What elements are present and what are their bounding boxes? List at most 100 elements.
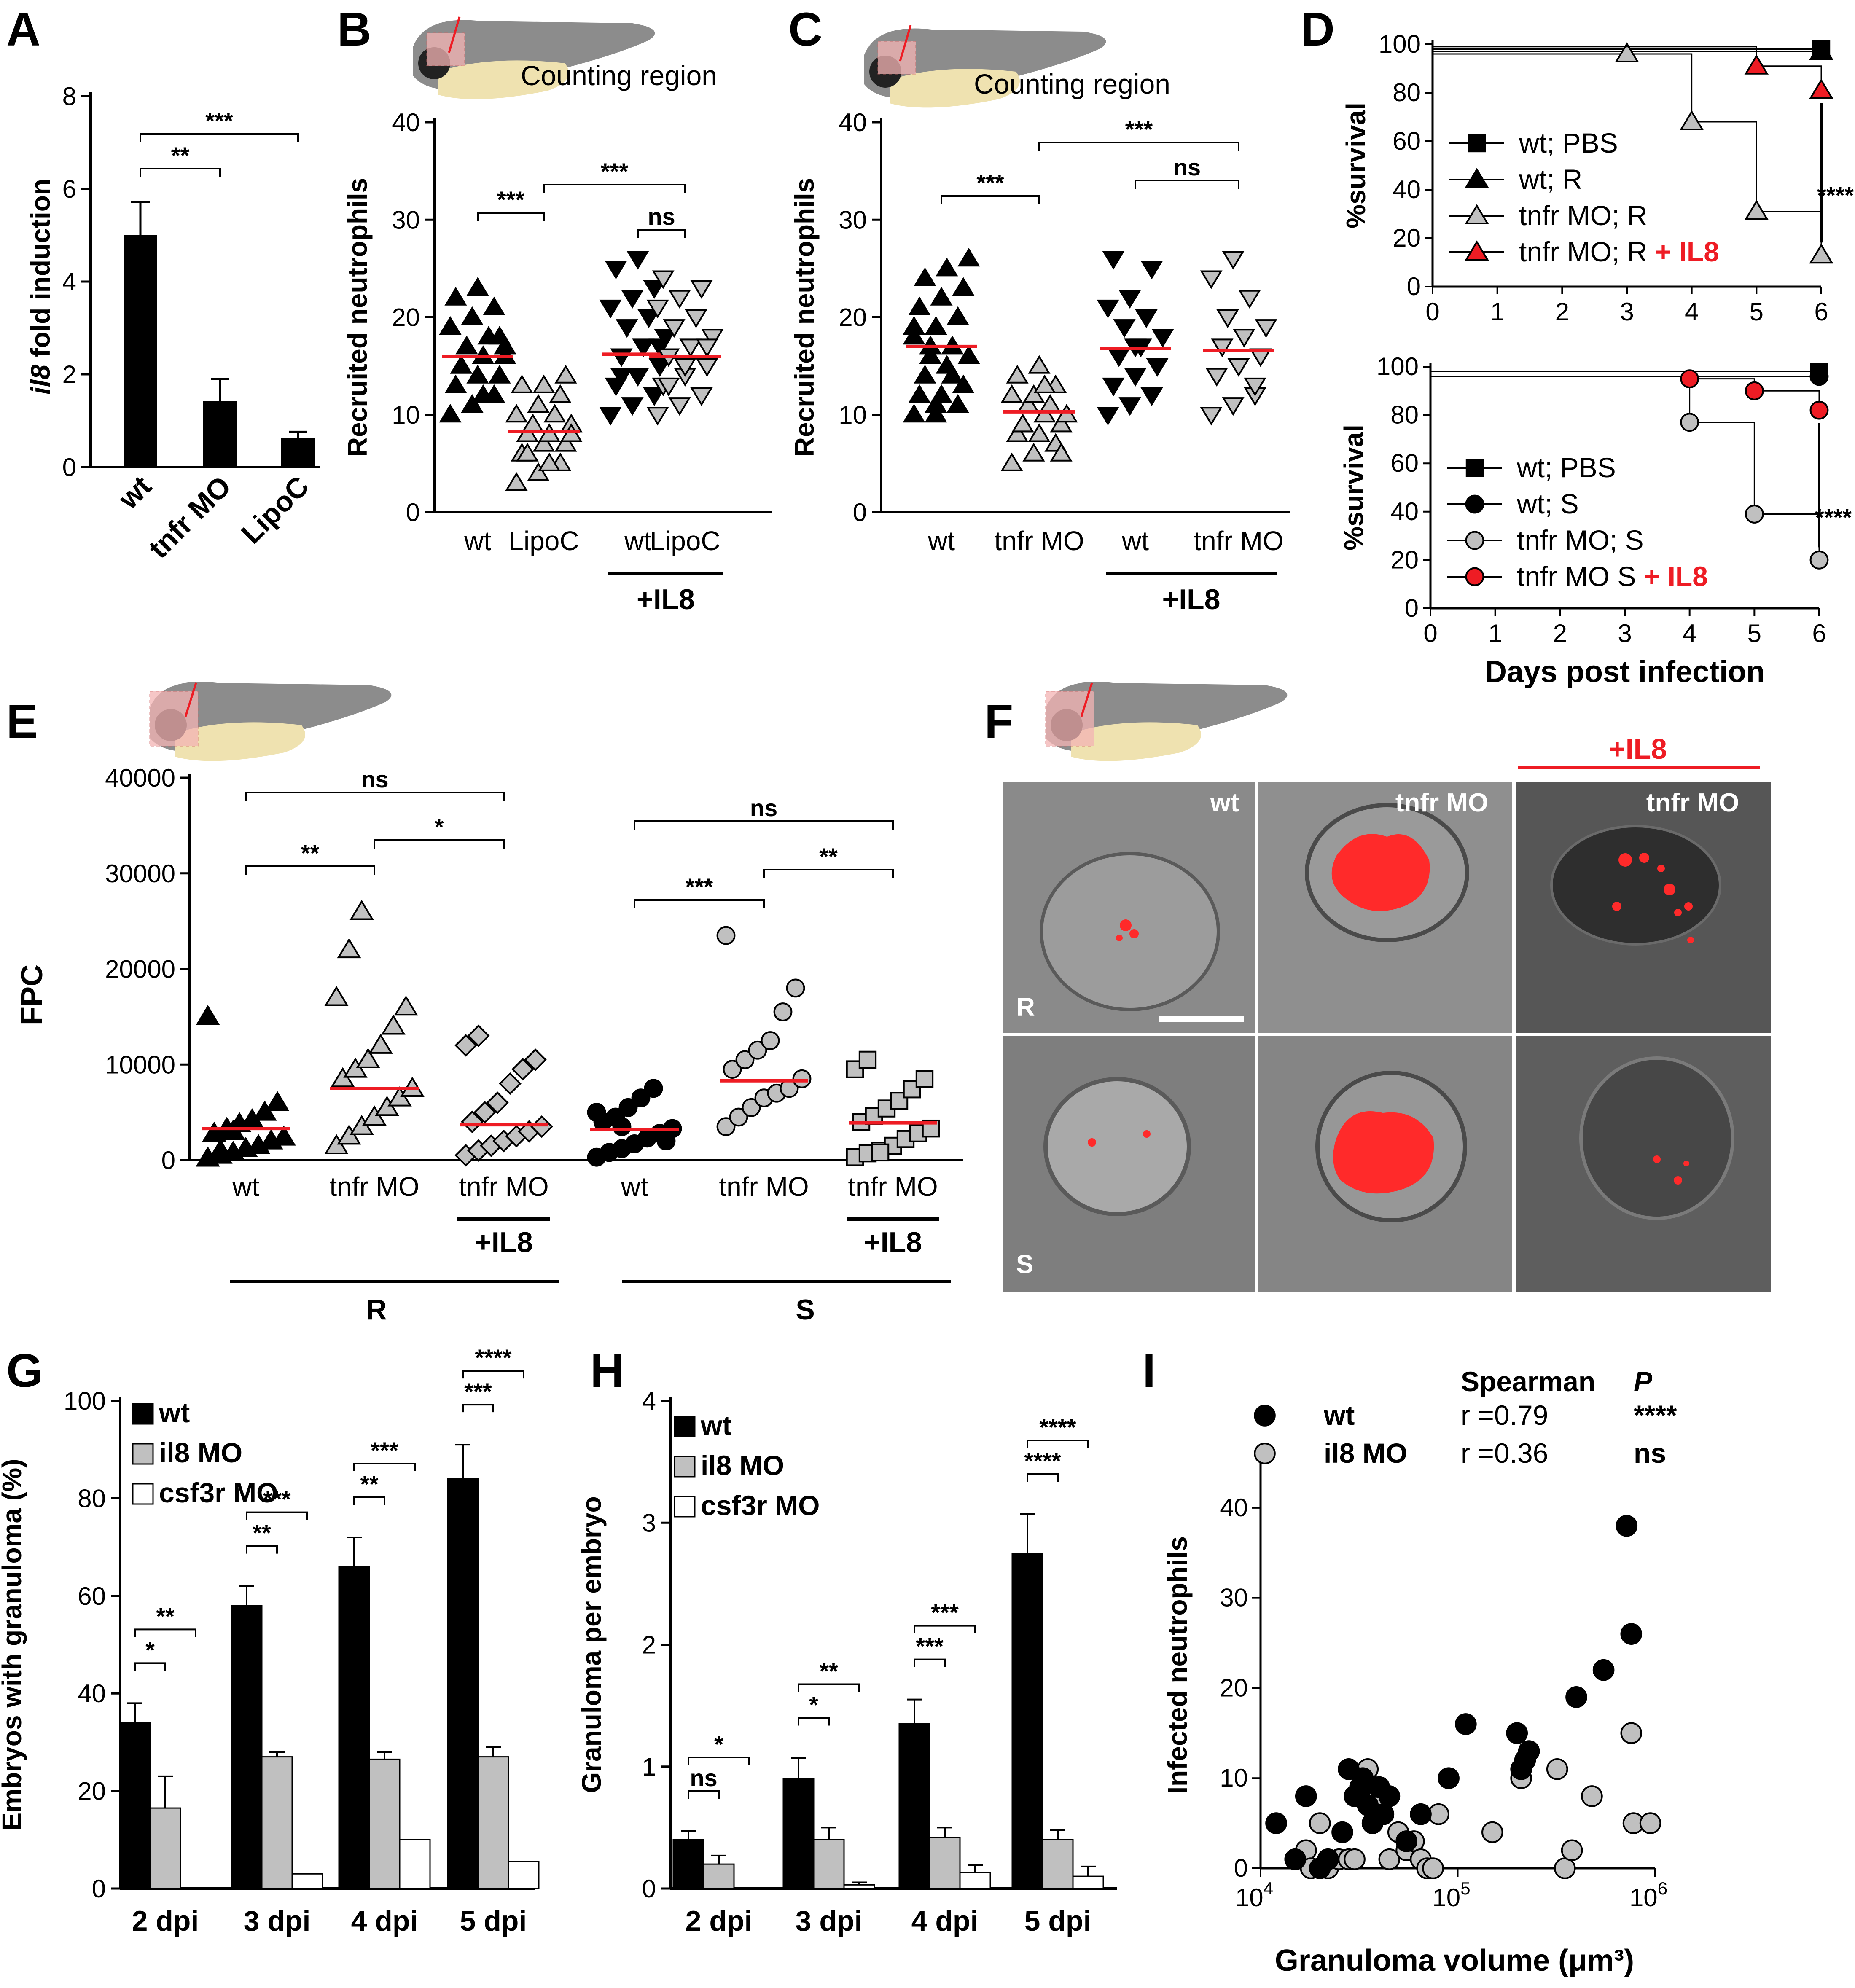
B-category-label: LipoC xyxy=(650,526,720,556)
I-legend-p: **** xyxy=(1634,1400,1677,1431)
C-data-point xyxy=(1102,251,1125,270)
G-bar xyxy=(508,1861,540,1889)
D-top-legend-label: wt; PBS xyxy=(1519,127,1618,159)
C-data-point xyxy=(1113,319,1136,338)
C-data-point xyxy=(925,403,947,423)
E-data-point xyxy=(524,1048,547,1071)
C-data-point xyxy=(957,345,980,364)
panel-label-A: A xyxy=(6,3,40,56)
E-data-point xyxy=(600,1143,619,1162)
E-bracket xyxy=(763,869,894,878)
C-data-point xyxy=(1102,377,1125,397)
B-data-point xyxy=(668,290,691,309)
H-legend-label: wt xyxy=(700,1410,731,1441)
C-data-point xyxy=(1039,394,1062,413)
G-legend-label: il8 MO xyxy=(159,1437,242,1468)
G-bar xyxy=(447,1478,479,1889)
C-data-point xyxy=(1000,384,1023,403)
E-data-point xyxy=(337,938,361,959)
G-sig-label: ** xyxy=(156,1603,175,1629)
G-bracket xyxy=(134,1628,196,1637)
E-data-point xyxy=(381,1014,406,1035)
C-data-point xyxy=(908,296,931,315)
I-legend-label: il8 MO xyxy=(1324,1437,1407,1469)
A-ytick-label: 6 xyxy=(62,175,76,203)
C-data-point xyxy=(1006,365,1029,384)
I-xtick-label: 106 xyxy=(1629,1878,1667,1912)
A-bar xyxy=(203,401,237,467)
E-data-point xyxy=(368,1034,393,1054)
H-bar xyxy=(843,1884,875,1889)
B-data-point xyxy=(652,270,675,289)
D-top-legend-label: tnfr MO; R + IL8 xyxy=(1519,236,1719,267)
B-data-point xyxy=(663,319,686,338)
B-data-point xyxy=(626,251,649,270)
H-legend-swatch xyxy=(674,1456,696,1478)
D-top-legend-label: tnfr MO; R xyxy=(1519,200,1647,231)
D-top-ytick-label: 60 xyxy=(1393,127,1421,155)
B-group-label: +IL8 xyxy=(637,583,695,615)
B-data-point xyxy=(511,374,533,393)
B-data-point xyxy=(538,423,561,442)
E-il8-label: +IL8 xyxy=(864,1226,922,1258)
B-data-point xyxy=(505,472,528,491)
G-bracket xyxy=(462,1370,524,1379)
B-category-label: LipoC xyxy=(508,526,579,556)
G-bar xyxy=(368,1758,401,1889)
B-data-point xyxy=(657,377,680,397)
C-data-point xyxy=(952,277,975,296)
embryo-schematic-F xyxy=(1045,682,1288,761)
G-ytick-label: 40 xyxy=(78,1679,106,1708)
I-xtick-label: 105 xyxy=(1432,1878,1470,1912)
G-bracket xyxy=(353,1462,416,1471)
micrograph-label-tnfr: tnfr MO xyxy=(1395,788,1488,817)
E-sig-label: * xyxy=(435,814,444,840)
C-data-point xyxy=(1200,270,1223,289)
B-data-point xyxy=(674,358,696,377)
C-data-point xyxy=(908,384,931,403)
C-data-point xyxy=(1011,413,1034,433)
C-sig-label: ns xyxy=(1173,154,1201,180)
C-ytick-label: 40 xyxy=(839,108,867,137)
panel-label-D: D xyxy=(1301,3,1335,56)
B-data-point xyxy=(439,316,462,335)
C-category-label: tnfr MO xyxy=(994,526,1084,556)
G-ytick-label: 60 xyxy=(78,1582,106,1610)
B-sig-label: *** xyxy=(497,186,525,213)
D-top-xtick-label: 4 xyxy=(1685,298,1699,326)
B-data-point xyxy=(637,309,660,328)
E-sig-label: *** xyxy=(686,873,713,900)
I-ytick-label: 0 xyxy=(1234,1854,1248,1882)
G-ytick-label: 80 xyxy=(78,1484,106,1512)
C-data-point xyxy=(1227,358,1250,377)
E-data-point xyxy=(196,1005,220,1025)
B-data-point xyxy=(648,358,671,377)
C-data-point xyxy=(1097,407,1119,426)
D-top-legend-label: wt; R xyxy=(1519,164,1582,195)
C-bracket xyxy=(1135,180,1239,189)
panel-label-F: F xyxy=(984,695,1013,748)
C-data-point xyxy=(1118,397,1141,416)
E-data-point xyxy=(461,1110,484,1134)
E-data-point xyxy=(846,1060,864,1078)
H-bar xyxy=(1072,1875,1104,1889)
G-sig-label: * xyxy=(145,1636,155,1663)
I-stats-header-p: P xyxy=(1634,1366,1653,1397)
I-ytick-label: 30 xyxy=(1220,1584,1248,1612)
C-data-point xyxy=(903,403,925,423)
B-sig-label: *** xyxy=(601,158,629,185)
A-y-axis-label-rest: fold induction xyxy=(25,179,56,365)
C-data-point xyxy=(1255,319,1277,338)
B-category-label: wt xyxy=(464,526,491,556)
C-data-point xyxy=(1124,368,1147,387)
B-data-point xyxy=(450,355,473,374)
D-bottom-legend-label: tnfr MO S + IL8 xyxy=(1517,561,1708,592)
D-top-legend-marker xyxy=(1465,240,1489,261)
B-data-point xyxy=(505,403,528,423)
B-data-point xyxy=(701,329,724,348)
C-data-point xyxy=(903,316,925,335)
I-xtick-base: 10 xyxy=(1629,1883,1658,1912)
micrograph-label-wt: wt xyxy=(1210,788,1239,817)
D-top-series-line xyxy=(1433,53,1822,255)
G-sig-label: ** xyxy=(253,1520,271,1546)
